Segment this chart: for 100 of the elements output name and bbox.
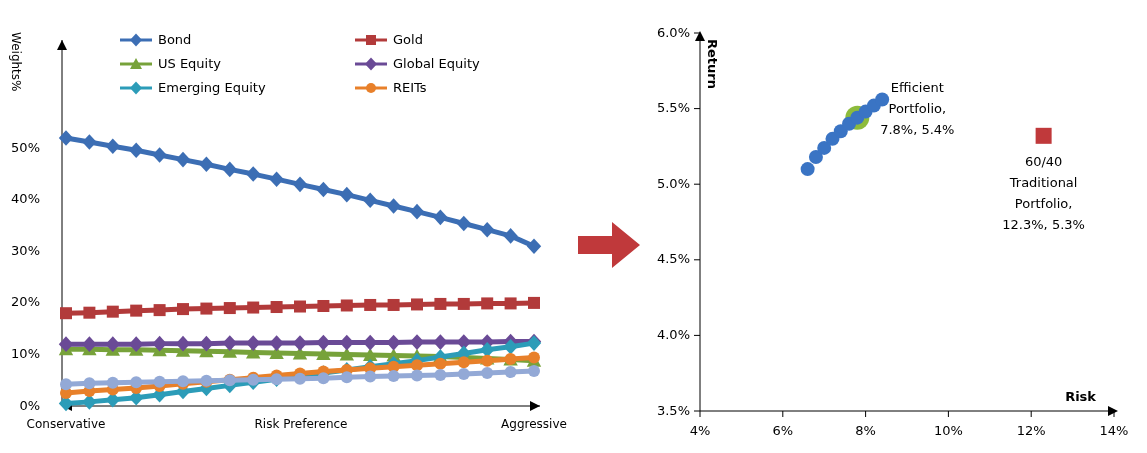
point	[82, 394, 97, 410]
legend-label: Gold	[393, 31, 423, 47]
x-tick-label: Conservative	[26, 417, 106, 431]
point	[106, 376, 119, 389]
point	[60, 378, 72, 391]
point	[456, 215, 471, 232]
point	[292, 335, 308, 351]
point	[270, 301, 283, 314]
y-tick-label: 0%	[19, 397, 40, 413]
point	[152, 335, 167, 352]
point	[294, 372, 306, 385]
legend-label: US Equity	[158, 55, 222, 71]
x-axis-title: Risk Preference	[254, 417, 348, 431]
point	[269, 171, 284, 187]
y-tick-label: 5.0%	[656, 175, 690, 191]
point	[129, 142, 144, 159]
point	[386, 198, 401, 214]
y-tick-label: 30%	[11, 242, 40, 258]
point	[294, 300, 306, 313]
point	[386, 334, 401, 351]
point	[504, 365, 517, 378]
point	[409, 334, 425, 350]
y-tick-label: 20%	[11, 294, 40, 310]
x-tick-label: 4%	[689, 423, 711, 438]
point	[339, 186, 354, 203]
point	[387, 370, 400, 383]
point	[82, 134, 97, 150]
point	[457, 356, 470, 369]
point	[480, 342, 495, 358]
point	[105, 336, 120, 352]
point	[364, 298, 377, 311]
point	[222, 335, 237, 351]
point	[153, 304, 166, 317]
y-tick-label: 40%	[11, 191, 40, 207]
point	[83, 306, 96, 319]
point	[58, 336, 74, 352]
legend-label: REITs	[393, 79, 427, 95]
y-axis-title: Return	[705, 39, 720, 89]
point	[808, 149, 823, 164]
point	[526, 238, 542, 254]
point	[817, 140, 832, 155]
x-tick-label: 6%	[772, 423, 794, 438]
point	[175, 335, 191, 352]
point	[434, 357, 447, 370]
x-tick-label: Aggressive	[501, 417, 567, 431]
point	[152, 147, 167, 163]
legend-label: Bond	[158, 31, 192, 47]
point	[130, 304, 143, 317]
x-tick-label: 8%	[855, 423, 876, 438]
y-axis-title: Weights%	[9, 32, 23, 92]
point	[129, 336, 144, 352]
point	[481, 367, 494, 380]
annotation: 60/40 Traditional Portfolio, 12.3%, 5.3%	[1002, 153, 1085, 232]
point	[58, 130, 74, 146]
point	[106, 305, 119, 318]
point	[528, 296, 540, 309]
point	[480, 221, 495, 238]
point	[340, 299, 353, 312]
point	[199, 335, 214, 352]
point	[504, 297, 517, 310]
x-tick-label: 12%	[1016, 423, 1046, 438]
point	[433, 209, 448, 226]
point	[503, 228, 518, 244]
point	[175, 151, 191, 168]
point	[60, 307, 72, 320]
point	[363, 192, 378, 209]
x-tick-label: 10%	[933, 423, 963, 438]
x-tick-label: 14%	[1099, 423, 1129, 438]
legend-label: Emerging Equity	[158, 79, 266, 95]
y-tick-label: 5.5%	[656, 100, 690, 116]
point	[317, 299, 330, 312]
point	[82, 336, 97, 352]
point	[434, 297, 447, 310]
legend-label: Global Equity	[393, 55, 481, 71]
point	[528, 364, 540, 377]
point	[481, 297, 494, 310]
point	[130, 376, 143, 389]
point	[223, 302, 236, 315]
point	[456, 334, 471, 350]
point	[200, 302, 213, 315]
point	[364, 370, 377, 383]
y-tick-label: 3.5%	[656, 402, 690, 418]
point	[340, 371, 353, 384]
y-tick-label: 6.0%	[656, 24, 690, 40]
point	[457, 368, 470, 381]
point	[246, 335, 261, 351]
point	[153, 375, 166, 388]
point	[434, 369, 447, 382]
point	[411, 359, 423, 372]
point	[269, 335, 284, 351]
point	[105, 392, 120, 408]
point	[222, 161, 237, 178]
x-axis-title: Risk	[1065, 389, 1097, 404]
point	[247, 301, 260, 314]
point	[199, 156, 214, 173]
point	[800, 162, 815, 177]
y-tick-label: 4.5%	[656, 251, 690, 267]
point	[177, 303, 189, 316]
point	[503, 338, 518, 355]
point	[411, 369, 423, 382]
